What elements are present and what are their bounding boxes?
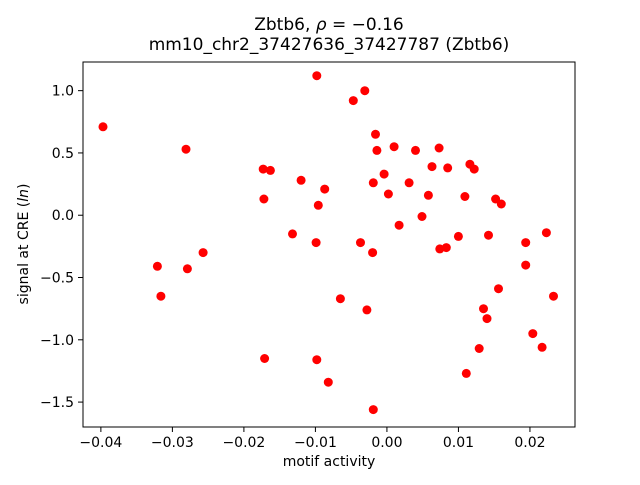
data-point [182,264,192,274]
data-point [368,405,378,415]
data-point [371,129,380,139]
chart-title-prefix: Zbtb6, [254,15,316,35]
data-point [383,189,393,199]
data-point [417,212,427,221]
data-point [521,260,531,270]
chart-title-rho-value: = −0.16 [327,15,404,35]
y-tick-label: 1.0 [52,84,74,100]
data-point [335,294,345,304]
data-point [496,199,506,209]
chart-title-rho-symbol: ρ [316,15,327,35]
data-point [427,162,437,172]
data-point [362,305,372,315]
data-point [411,145,420,155]
x-tick-label: −0.01 [294,435,337,451]
data-point [537,342,547,352]
data-point [482,314,492,324]
data-point [368,248,378,258]
x-tick-label: −0.04 [79,435,122,451]
data-point [474,344,484,353]
y-tick-label: −1.5 [40,395,74,411]
x-axis-label: motif activity [283,454,376,470]
y-axis-label-prefix: signal at CRE ( [16,202,32,305]
data-point [443,163,453,173]
data-point [312,71,322,81]
data-point [323,377,333,387]
data-point [423,190,433,200]
data-point [320,184,330,194]
data-point [394,220,404,230]
data-point [198,248,208,258]
data-point [494,284,503,294]
x-tick-label: −0.03 [151,435,194,451]
data-point [479,304,488,314]
data-point [258,164,268,174]
data-point [453,231,463,241]
data-point [265,165,275,175]
data-point [348,96,358,106]
y-ticks: 1.0 0.5 0.0 −0.5 −1.0 −1.5 [40,84,83,411]
y-tick-label: −0.5 [40,271,74,287]
data-point [460,192,470,201]
data-point [528,329,538,339]
data-point [98,122,108,132]
data-point [260,354,270,363]
plot-area-border [82,61,576,428]
x-tick-label: 0.01 [443,435,474,451]
chart-subtitle: mm10_chr2_37427636_37427787 (Zbtb6) [149,35,510,55]
x-tick-label: 0.00 [371,435,402,451]
data-point [313,200,323,210]
data-point [296,175,306,185]
data-point [484,230,493,240]
y-tick-label: −1.0 [40,333,74,349]
data-point [288,229,297,239]
data-point [152,261,162,271]
data-point [259,194,269,204]
y-axis-label-ln: ln [16,189,32,202]
y-axis-label: signal at CRE (ln) [16,184,32,305]
data-point [441,243,451,253]
data-points [98,71,558,415]
data-point [461,368,471,378]
x-tick-label: 0.02 [514,435,545,451]
data-point [541,228,551,238]
chart-title: Zbtb6, ρ = −0.16 [254,15,403,35]
data-point [311,238,321,248]
y-tick-label: 0.0 [52,208,74,224]
data-point [312,355,322,365]
y-axis-label-suffix: ) [16,184,32,189]
y-tick-label: 0.5 [52,146,74,162]
data-point [156,291,166,301]
data-point [389,142,399,152]
data-point [372,145,382,155]
data-point [521,238,531,248]
data-point [181,144,191,154]
data-point [368,178,378,188]
x-tick-label: −0.02 [222,435,265,451]
data-point [404,178,414,188]
data-point [469,164,479,174]
data-point [379,169,389,179]
data-point [549,291,558,301]
x-ticks: −0.04 −0.03 −0.02 −0.01 0.00 0.01 0.02 [79,427,546,451]
data-point [356,238,365,248]
data-point [434,143,444,153]
data-point [360,86,370,96]
